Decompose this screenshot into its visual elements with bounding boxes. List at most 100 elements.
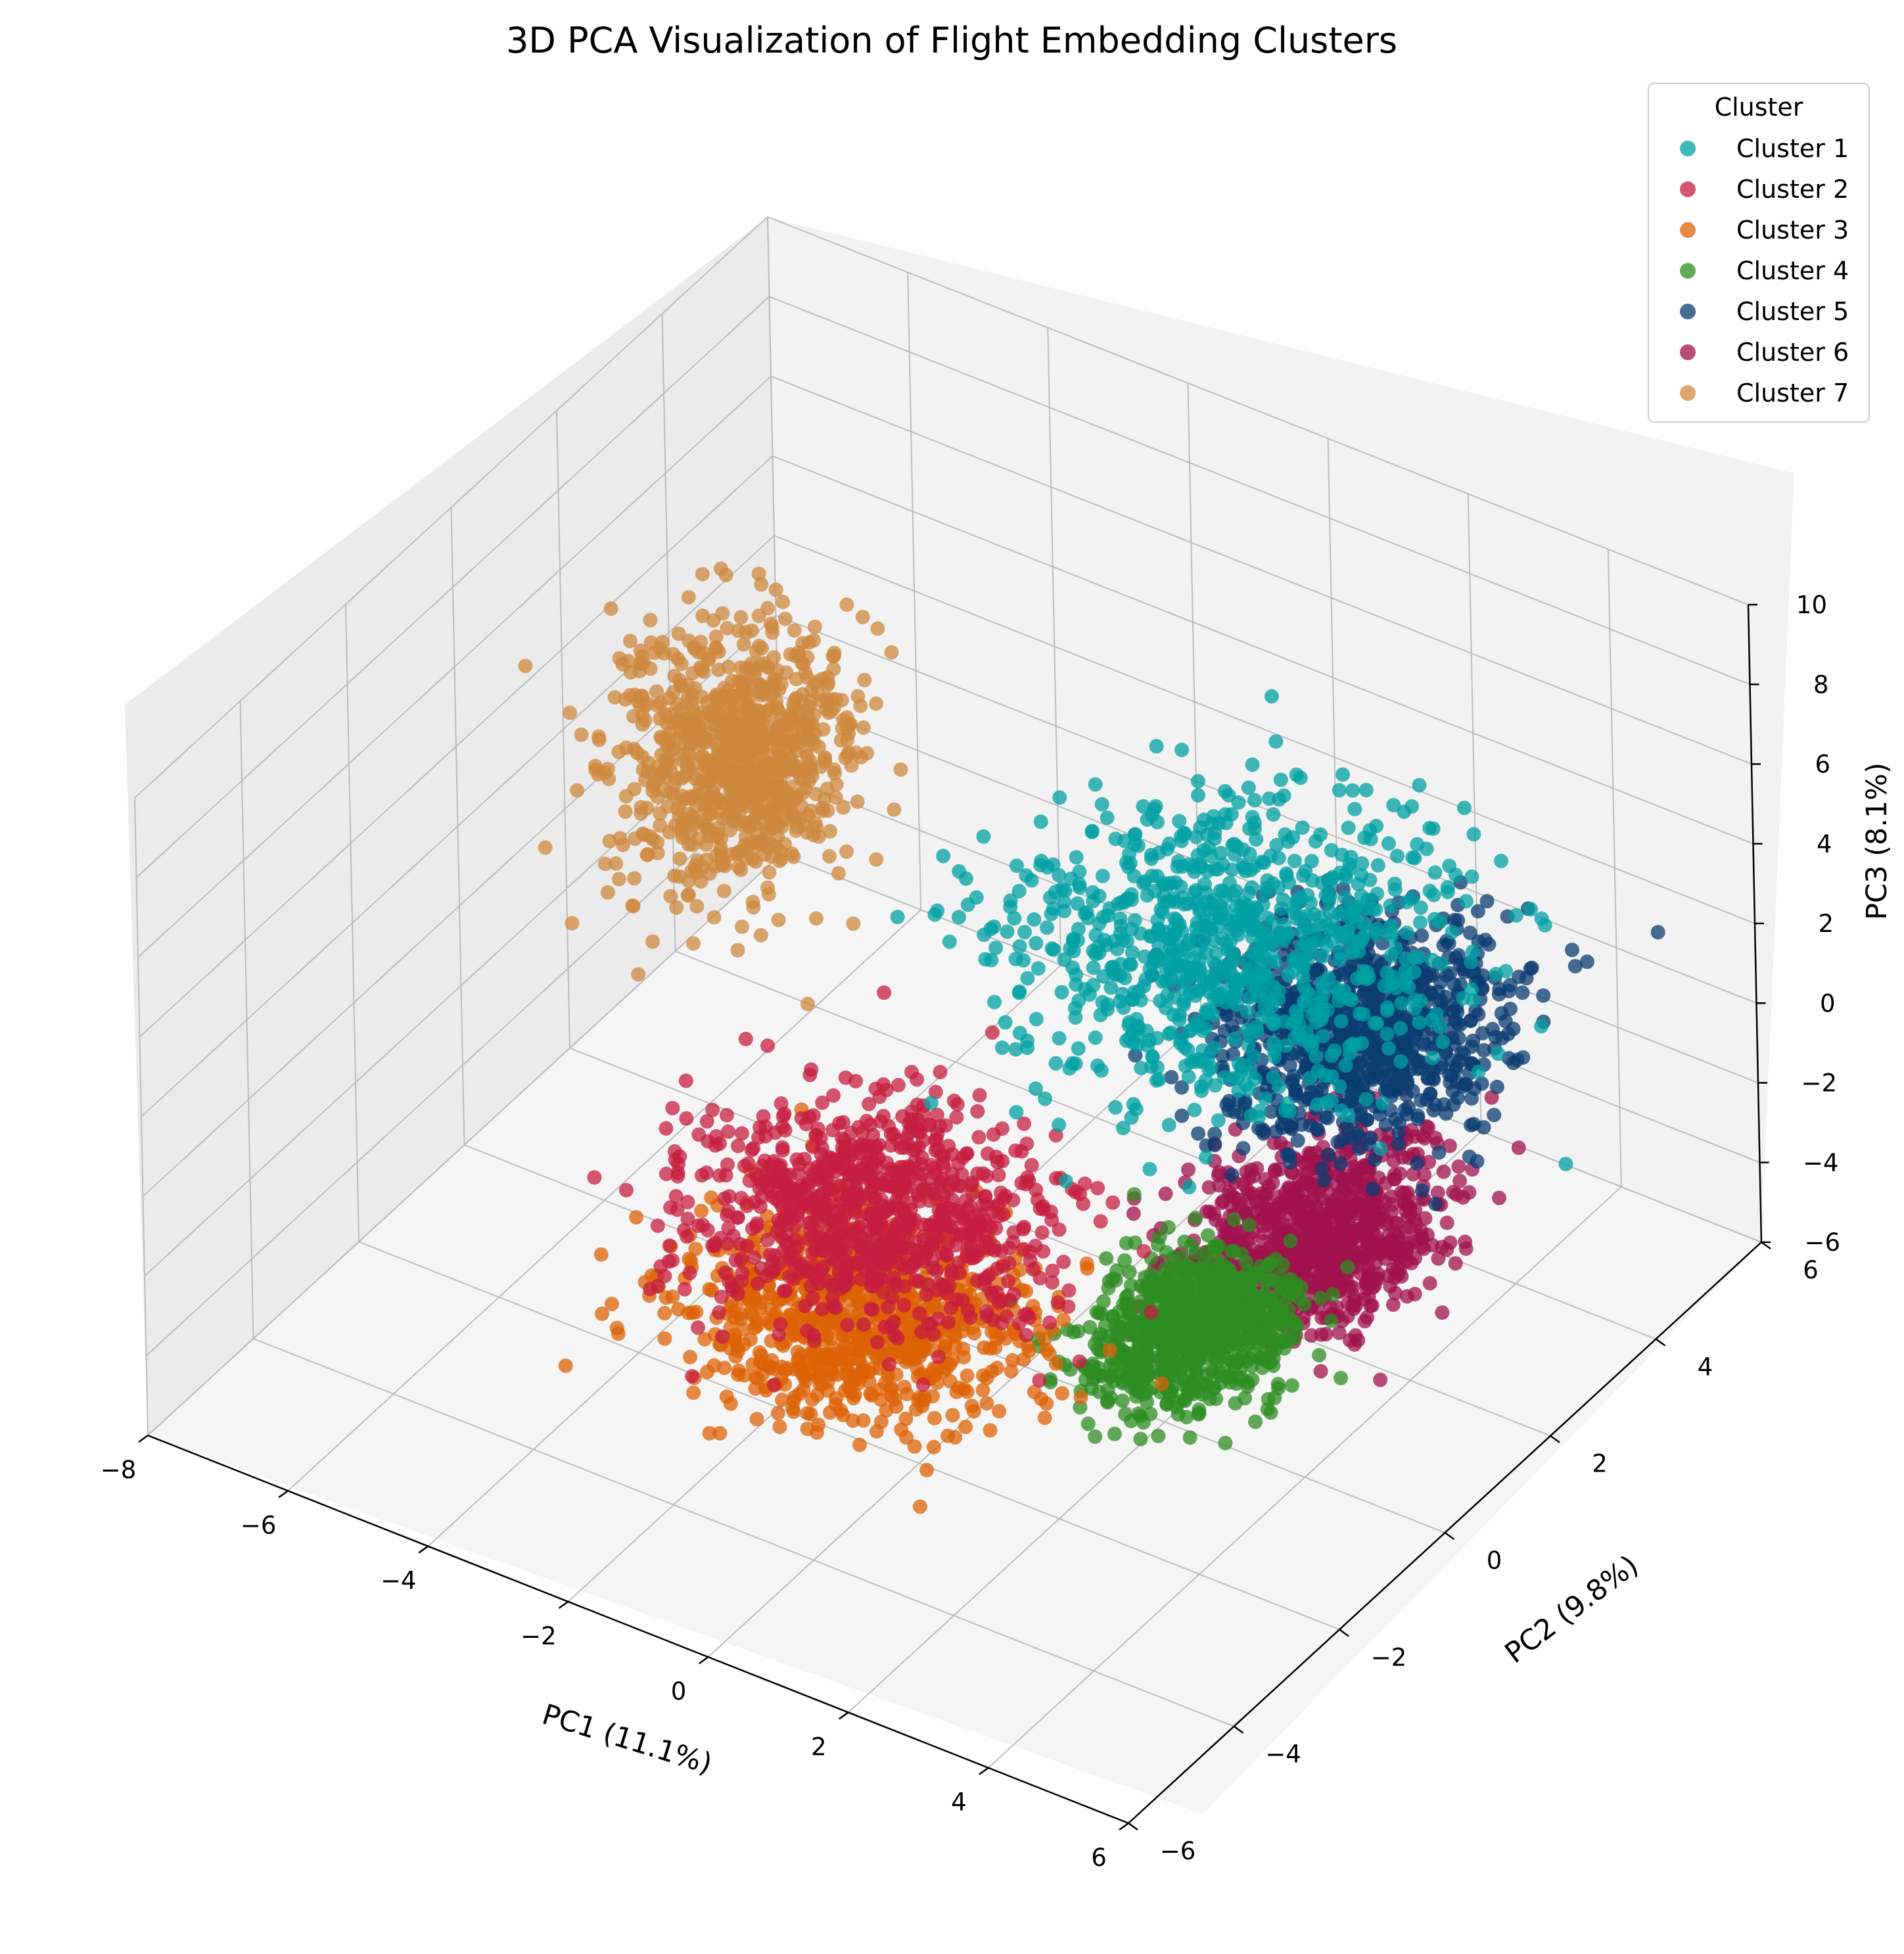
scatter-point bbox=[1178, 1288, 1194, 1303]
scatter-point bbox=[666, 647, 681, 662]
scatter-point bbox=[695, 860, 710, 875]
scatter-point bbox=[663, 889, 678, 904]
scatter-point bbox=[518, 659, 533, 674]
scatter-point bbox=[893, 762, 908, 777]
scatter-point bbox=[737, 678, 752, 693]
scatter-point bbox=[1199, 1311, 1214, 1326]
scatter-point bbox=[1034, 1225, 1050, 1240]
scatter-point bbox=[745, 895, 760, 910]
scatter-point bbox=[1284, 1076, 1299, 1091]
scatter-point bbox=[876, 1077, 891, 1092]
scatter-point bbox=[1299, 1166, 1314, 1180]
scatter-point bbox=[1283, 1155, 1298, 1170]
scatter-point bbox=[768, 839, 783, 854]
scatter-point bbox=[685, 791, 700, 806]
scatter-point bbox=[1458, 1241, 1474, 1256]
x-tick-label: 4 bbox=[951, 1788, 967, 1817]
scatter-point bbox=[716, 811, 730, 826]
scatter-point bbox=[1209, 1391, 1224, 1407]
scatter-point bbox=[712, 1305, 727, 1320]
scatter-point bbox=[1391, 1267, 1406, 1282]
scatter-point bbox=[839, 844, 854, 859]
scatter-point bbox=[1107, 1426, 1122, 1441]
scatter-point bbox=[836, 1330, 851, 1345]
scatter-point bbox=[796, 714, 811, 729]
scatter-point bbox=[1248, 1414, 1263, 1430]
scatter-point bbox=[820, 1383, 835, 1398]
scatter-point bbox=[979, 1396, 994, 1411]
scatter-point bbox=[801, 635, 816, 650]
scatter-point bbox=[682, 633, 697, 648]
scatter-point bbox=[709, 641, 724, 657]
scatter-point bbox=[1105, 1195, 1121, 1210]
scatter-point bbox=[1290, 1133, 1305, 1148]
scatter-point bbox=[1448, 1256, 1463, 1271]
scatter-point bbox=[1536, 988, 1551, 1003]
scatter-point bbox=[1004, 1364, 1019, 1379]
scatter-point bbox=[720, 620, 735, 636]
scatter-point bbox=[1201, 1228, 1215, 1243]
scatter-point bbox=[931, 1349, 946, 1364]
scatter-point bbox=[565, 916, 580, 931]
scatter-point bbox=[853, 698, 868, 713]
scatter-point bbox=[1283, 1234, 1298, 1249]
scatter-point bbox=[956, 1341, 971, 1357]
scatter-point bbox=[1451, 948, 1466, 963]
scatter-point bbox=[665, 1289, 680, 1304]
scatter-point bbox=[1492, 1190, 1506, 1205]
scatter-point bbox=[1335, 1182, 1351, 1197]
scatter-point bbox=[992, 1404, 1007, 1419]
scatter-point bbox=[1567, 959, 1583, 974]
scatter-point bbox=[952, 1380, 966, 1395]
scatter-point bbox=[797, 781, 812, 796]
scatter-point bbox=[674, 771, 689, 785]
scatter-point bbox=[836, 800, 851, 815]
scatter-point bbox=[1333, 1155, 1348, 1171]
scatter-point bbox=[631, 967, 646, 982]
z-tick-label: 8 bbox=[1813, 670, 1829, 699]
scatter-point bbox=[789, 823, 804, 838]
scatter-point bbox=[1126, 1187, 1142, 1202]
scatter-point bbox=[1435, 1305, 1450, 1320]
scatter-point bbox=[1199, 1379, 1214, 1394]
scatter-point bbox=[706, 702, 721, 717]
scatter-point bbox=[840, 1317, 855, 1332]
scatter-point bbox=[760, 1038, 775, 1053]
scatter-point bbox=[761, 887, 776, 902]
scatter-point bbox=[730, 942, 745, 958]
y-tick-label: 0 bbox=[1487, 1547, 1502, 1575]
scatter-point bbox=[976, 1368, 990, 1383]
scatter-point bbox=[1401, 1198, 1416, 1213]
scatter-point bbox=[731, 623, 746, 638]
scatter-point bbox=[1080, 1416, 1096, 1431]
scatter-point bbox=[919, 1462, 935, 1477]
scatter-point bbox=[695, 813, 710, 828]
scatter-point bbox=[1337, 1169, 1353, 1184]
scatter-point bbox=[1181, 1162, 1196, 1177]
scatter-point bbox=[623, 634, 638, 649]
x-tick-label: −6 bbox=[241, 1511, 277, 1539]
scatter-point bbox=[1295, 1194, 1311, 1209]
scatter-point bbox=[1228, 1396, 1243, 1411]
scatter-point bbox=[661, 726, 676, 741]
scatter-point bbox=[829, 777, 844, 792]
scatter-point bbox=[839, 597, 854, 612]
scatter-point bbox=[1464, 1039, 1479, 1054]
scatter-point bbox=[570, 783, 584, 798]
scatter-point bbox=[761, 661, 776, 675]
x-tick-label: −8 bbox=[101, 1456, 137, 1484]
scatter-point bbox=[1438, 989, 1453, 1004]
scatter-point bbox=[1314, 1161, 1330, 1176]
z-tick-label: 2 bbox=[1818, 910, 1834, 938]
scatter-point bbox=[1650, 925, 1665, 940]
scatter-point bbox=[1191, 1126, 1206, 1141]
scatter-point bbox=[645, 934, 660, 949]
scatter-point bbox=[695, 608, 710, 623]
scatter-point bbox=[663, 785, 678, 801]
z-tick-label: −4 bbox=[1803, 1149, 1839, 1177]
scatter-point bbox=[672, 851, 687, 866]
scatter-point bbox=[633, 657, 648, 671]
scatter-point bbox=[1391, 1136, 1406, 1151]
scatter-point bbox=[633, 643, 648, 658]
